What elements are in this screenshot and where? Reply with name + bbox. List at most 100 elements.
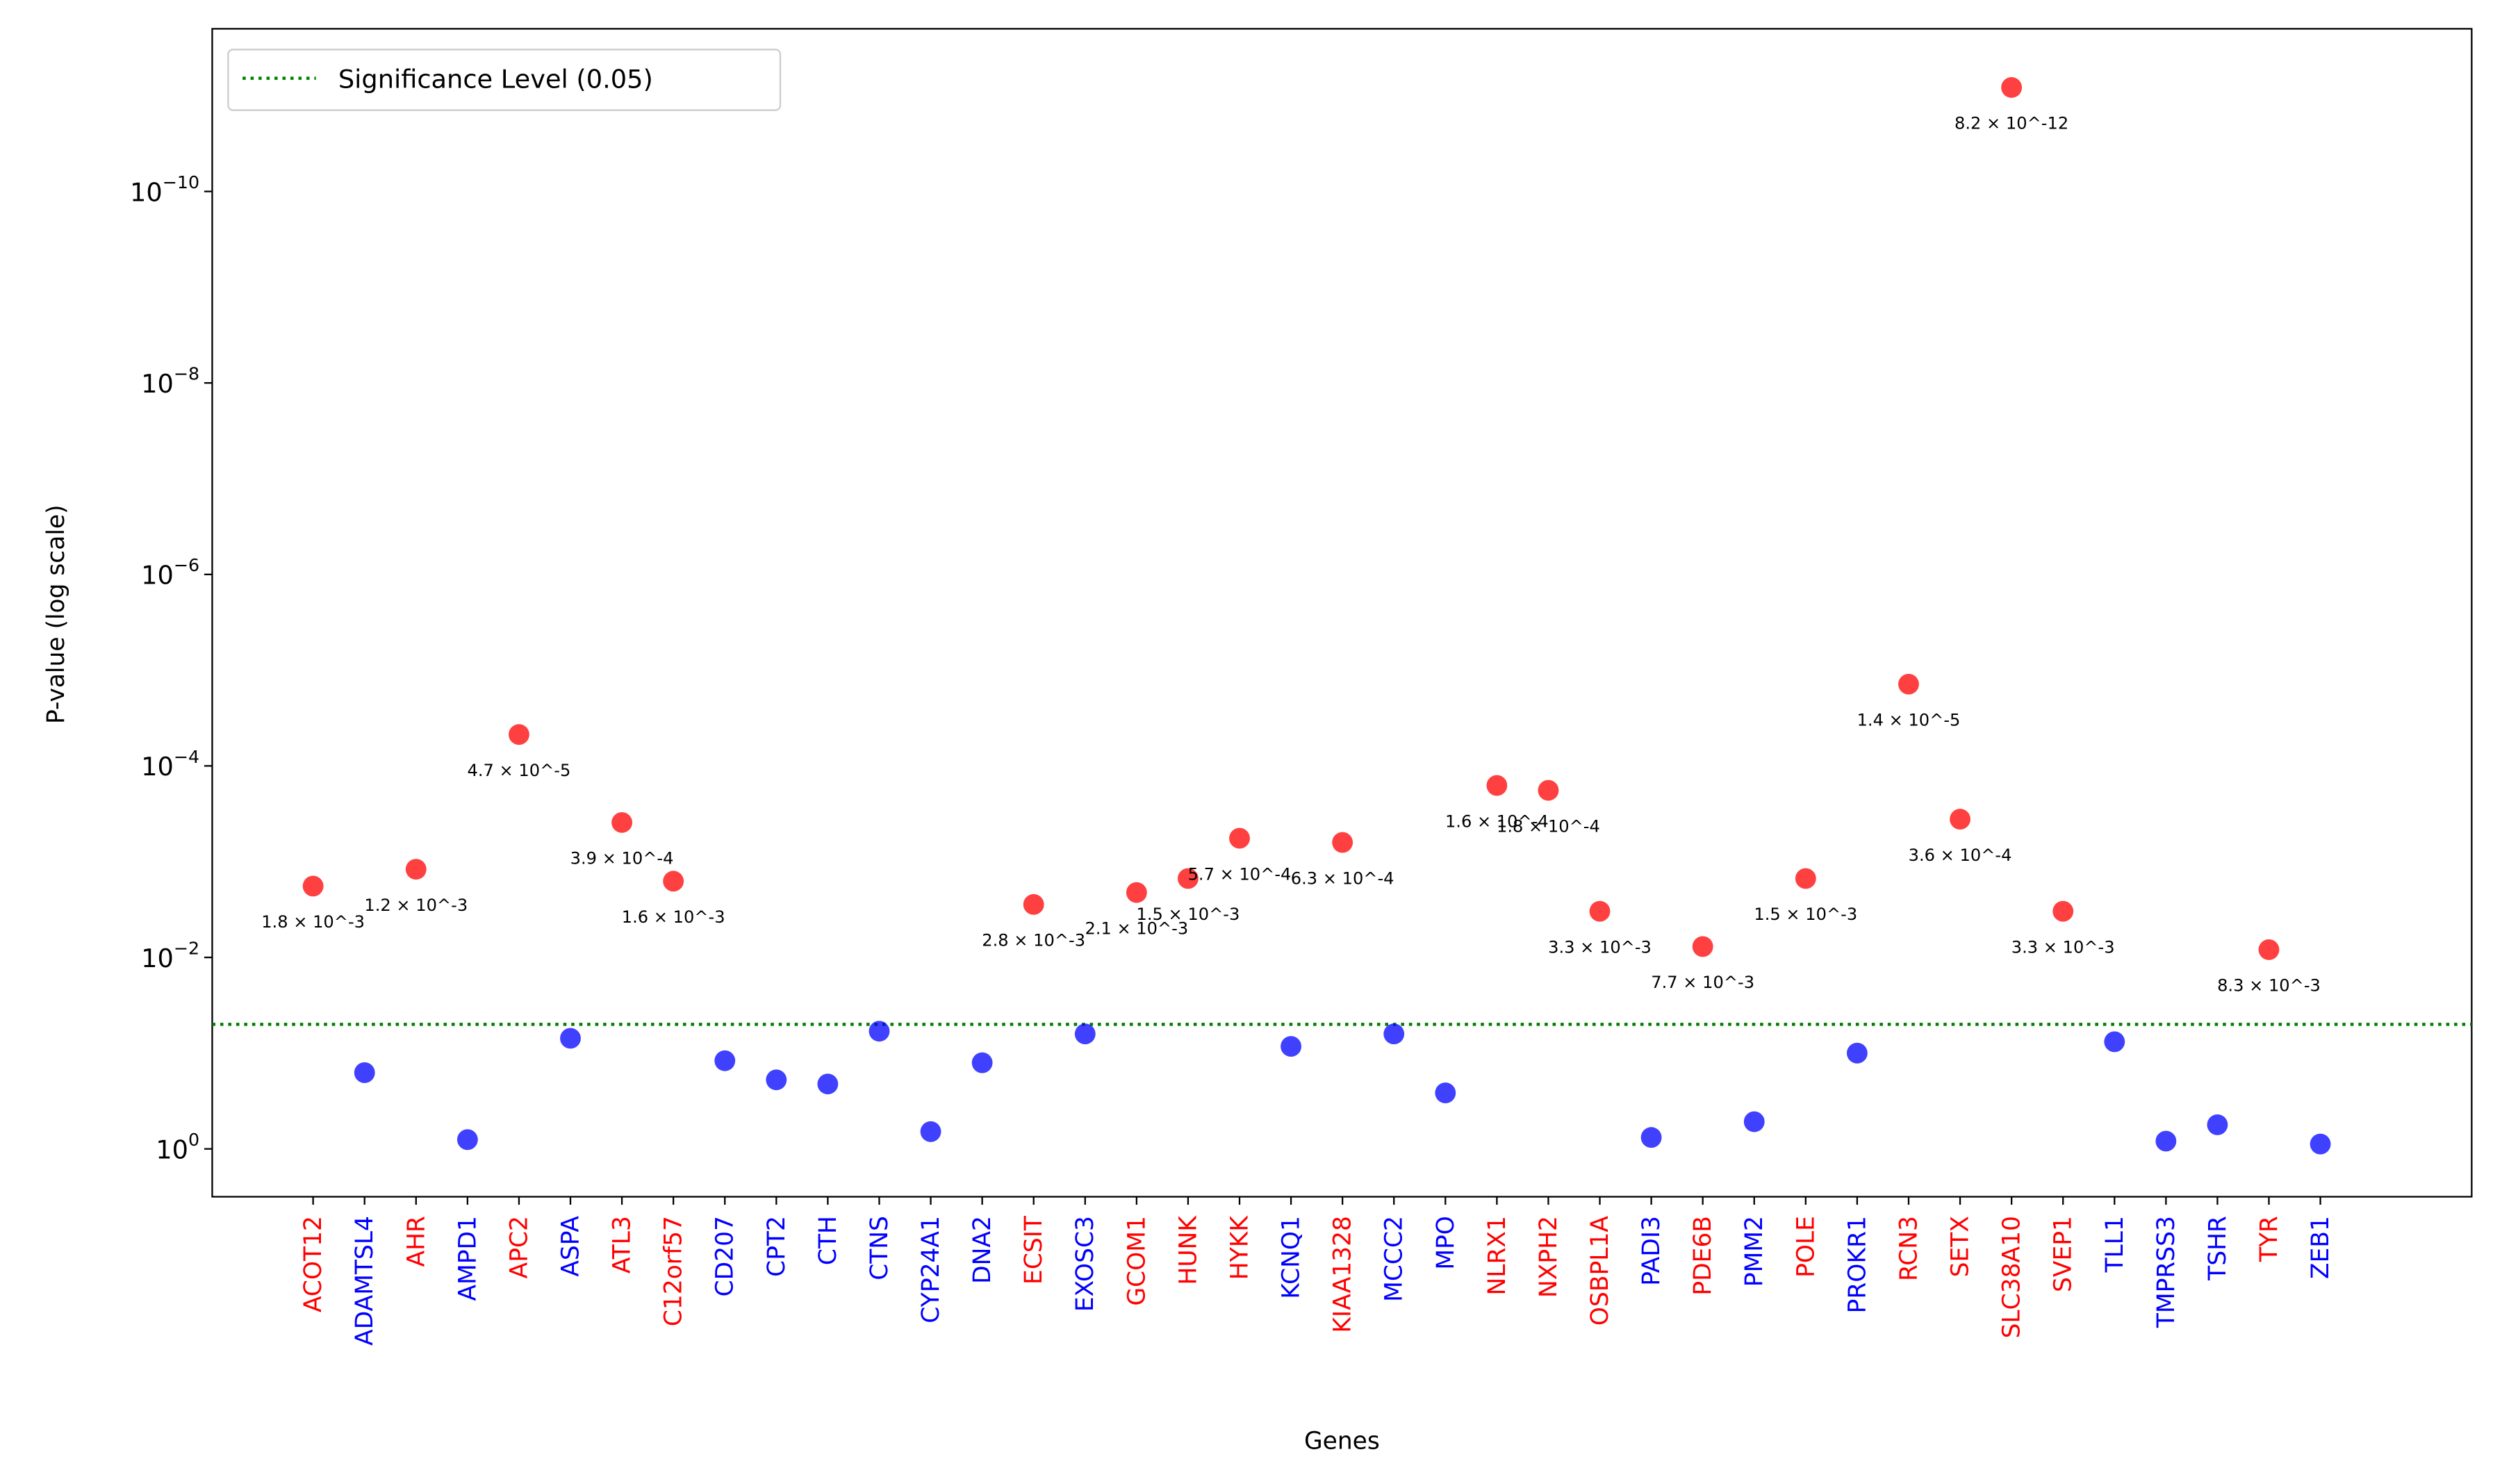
point bbox=[2258, 939, 2280, 960]
legend-box bbox=[227, 49, 782, 111]
point bbox=[2001, 76, 2023, 98]
point bbox=[1538, 780, 1559, 801]
x-tick-label: HYKK bbox=[1226, 1215, 1253, 1280]
x-tick-label: ZEB1 bbox=[2307, 1216, 2335, 1279]
point bbox=[302, 875, 324, 897]
x-tick-label: RCN3 bbox=[1895, 1216, 1923, 1281]
x-tick-label: AHR bbox=[402, 1216, 430, 1267]
point bbox=[2155, 1130, 2177, 1152]
x-tick-label: MCCC2 bbox=[1381, 1216, 1408, 1302]
value-label: 1.5 × 10^-3 bbox=[1754, 905, 1857, 924]
x-tick-label: PMM2 bbox=[1740, 1216, 1768, 1287]
point bbox=[1435, 1082, 1456, 1103]
plot-frame bbox=[211, 28, 2473, 1198]
x-tick-label: CTNS bbox=[866, 1216, 894, 1280]
x-tick-label: ADAMTSL4 bbox=[351, 1216, 379, 1346]
value-label: 6.3 × 10^-4 bbox=[1291, 868, 1394, 888]
x-tick-label: ECSIT bbox=[1020, 1215, 1048, 1285]
x-tick-label: OSBPL1A bbox=[1586, 1216, 1614, 1326]
x-tick-label: NXPH2 bbox=[1535, 1216, 1563, 1298]
point bbox=[354, 1062, 375, 1083]
point bbox=[456, 1129, 478, 1151]
x-tick-label: APC2 bbox=[505, 1216, 533, 1278]
point bbox=[1332, 832, 1353, 853]
x-tick-label: MPO bbox=[1432, 1216, 1460, 1270]
value-label: 1.6 × 10^-4 bbox=[1445, 811, 1549, 831]
point bbox=[611, 811, 633, 833]
value-label: 1.2 × 10^-3 bbox=[364, 896, 468, 915]
x-tick-label: SLC38A10 bbox=[1998, 1216, 2026, 1338]
value-label: 3.6 × 10^-4 bbox=[1909, 846, 2012, 865]
point bbox=[766, 1069, 787, 1091]
point bbox=[2104, 1031, 2125, 1053]
x-tick-label: PADI3 bbox=[1638, 1216, 1665, 1286]
point bbox=[1898, 673, 1919, 695]
point bbox=[817, 1073, 839, 1095]
x-tick-label: AMPD1 bbox=[454, 1216, 482, 1301]
legend-label: Significance Level (0.05) bbox=[338, 64, 653, 94]
point bbox=[2310, 1133, 2331, 1155]
point bbox=[920, 1121, 941, 1142]
point bbox=[1743, 1111, 1765, 1132]
value-label: 3.3 × 10^-3 bbox=[1548, 937, 1652, 957]
value-label: 1.5 × 10^-3 bbox=[1137, 905, 1240, 924]
point bbox=[2052, 900, 2074, 922]
x-tick-label: EXOSC3 bbox=[1071, 1216, 1099, 1312]
value-label: 1.4 × 10^-5 bbox=[1857, 710, 1961, 729]
value-label: 7.7 × 10^-3 bbox=[1651, 973, 1754, 992]
point bbox=[560, 1028, 581, 1049]
point bbox=[1023, 893, 1044, 915]
point bbox=[1126, 882, 1147, 903]
point bbox=[1589, 900, 1611, 922]
x-tick-label: PDE6B bbox=[1689, 1216, 1717, 1296]
x-tick-label: CD207 bbox=[711, 1216, 739, 1296]
x-tick-label: TSHR bbox=[2204, 1216, 2232, 1281]
x-tick-label: NLRX1 bbox=[1483, 1216, 1511, 1295]
point bbox=[1281, 1036, 1301, 1057]
x-tick-label: CTH bbox=[814, 1216, 842, 1265]
point bbox=[2207, 1114, 2228, 1135]
point bbox=[1229, 827, 1250, 849]
x-tick-label: ASPA bbox=[557, 1216, 584, 1277]
x-axis-label: Genes bbox=[1304, 1427, 1380, 1455]
point bbox=[405, 859, 427, 880]
point bbox=[1846, 1042, 1868, 1064]
y-axis-label: P-value (log scale) bbox=[42, 504, 70, 724]
value-label: 1.8 × 10^-3 bbox=[261, 912, 365, 932]
y-tick-label: 10−4 bbox=[141, 747, 199, 782]
x-tick-label: GCOM1 bbox=[1123, 1216, 1151, 1305]
x-tick-label: SETX bbox=[1947, 1216, 1975, 1277]
value-label: 8.2 × 10^-12 bbox=[1954, 114, 2068, 133]
value-label: 3.3 × 10^-3 bbox=[2011, 937, 2115, 957]
value-label: 5.7 × 10^-4 bbox=[1188, 864, 1292, 884]
y-tick-label: 10−8 bbox=[141, 364, 199, 399]
x-tick-label: POLE bbox=[1792, 1216, 1820, 1278]
x-tick-label: CYP24A1 bbox=[917, 1216, 945, 1324]
x-tick-label: DNA2 bbox=[969, 1216, 996, 1284]
point bbox=[1486, 775, 1508, 796]
x-tick-label: HUNK bbox=[1174, 1215, 1202, 1285]
x-tick-label: TYR bbox=[2255, 1216, 2283, 1262]
x-tick-label: KIAA1328 bbox=[1329, 1216, 1357, 1333]
x-tick-label: CPT2 bbox=[763, 1216, 791, 1277]
x-tick-label: C12orf57 bbox=[660, 1216, 688, 1326]
x-tick-label: ATL3 bbox=[609, 1216, 636, 1273]
point bbox=[663, 871, 684, 892]
x-tick-label: TMPRSS3 bbox=[2153, 1216, 2180, 1328]
x-tick-label: ACOT12 bbox=[299, 1216, 327, 1312]
point bbox=[1950, 809, 1970, 830]
y-tick-label: 10−10 bbox=[130, 172, 199, 207]
y-tick-label: 10−6 bbox=[141, 555, 199, 590]
point bbox=[1692, 936, 1713, 957]
x-tick-label: TLL1 bbox=[2101, 1216, 2129, 1273]
point bbox=[1640, 1127, 1662, 1148]
point bbox=[1795, 868, 1816, 889]
point bbox=[869, 1021, 890, 1042]
x-tick-label: KCNQ1 bbox=[1278, 1216, 1306, 1299]
value-label: 3.9 × 10^-4 bbox=[570, 849, 674, 868]
point bbox=[1383, 1023, 1405, 1045]
y-tick-label: 100 bbox=[156, 1130, 199, 1164]
point bbox=[714, 1050, 736, 1071]
value-label: 1.8 × 10^-4 bbox=[1497, 816, 1600, 836]
legend: Significance Level (0.05) bbox=[227, 49, 782, 111]
